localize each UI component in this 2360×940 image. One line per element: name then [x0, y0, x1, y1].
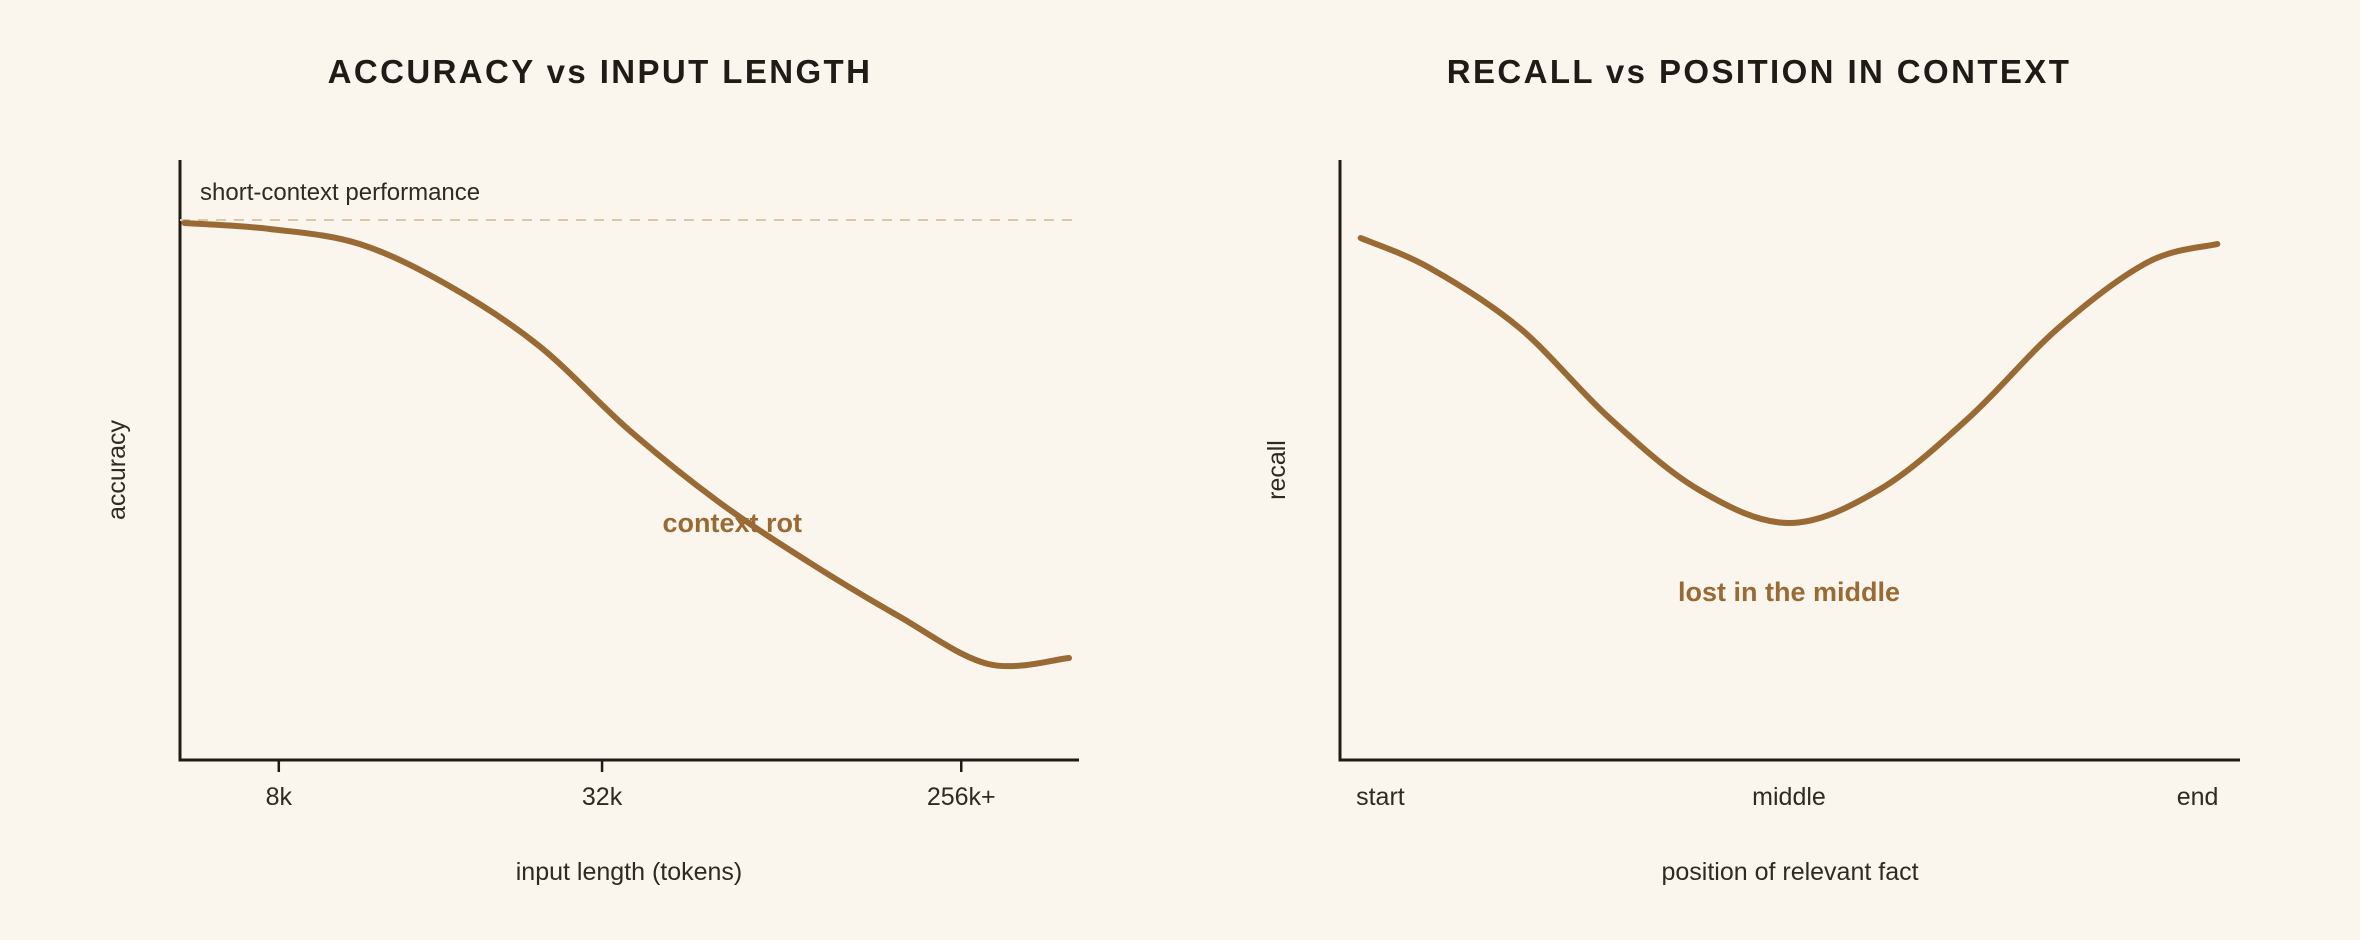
context-rot-annotation: context rot: [663, 508, 803, 538]
x-tick-label: 256k+: [927, 783, 996, 811]
x-axis-label: position of relevant fact: [1661, 858, 1918, 886]
x-axis-label: input length (tokens): [516, 858, 743, 886]
reference-line-label: short-context performance: [200, 179, 480, 206]
x-tick-label: 32k: [582, 783, 623, 811]
accuracy-curve: [181, 220, 1072, 670]
chart-accuracy-vs-input-length: ACCURACY vs INPUT LENGTH accuracy input …: [103, 53, 1079, 886]
lost-in-the-middle-annotation: lost in the middle: [1678, 577, 1900, 607]
x-ticks: start middle end: [1356, 783, 2218, 811]
y-axis-label: accuracy: [103, 419, 131, 520]
x-tick-label: middle: [1752, 783, 1826, 811]
x-tick-label: end: [2177, 783, 2219, 811]
y-axis-label: recall: [1263, 440, 1291, 500]
x-ticks: 8k 32k 256k+: [266, 760, 996, 811]
chart-title: ACCURACY vs INPUT LENGTH: [328, 53, 873, 90]
chart-recall-vs-position: RECALL vs POSITION IN CONTEXT recall pos…: [1263, 53, 2240, 886]
x-tick-label: start: [1356, 783, 1405, 811]
recall-curve: [1357, 235, 2221, 527]
chart-title: RECALL vs POSITION IN CONTEXT: [1447, 53, 2072, 90]
x-tick-label: 8k: [266, 783, 293, 811]
